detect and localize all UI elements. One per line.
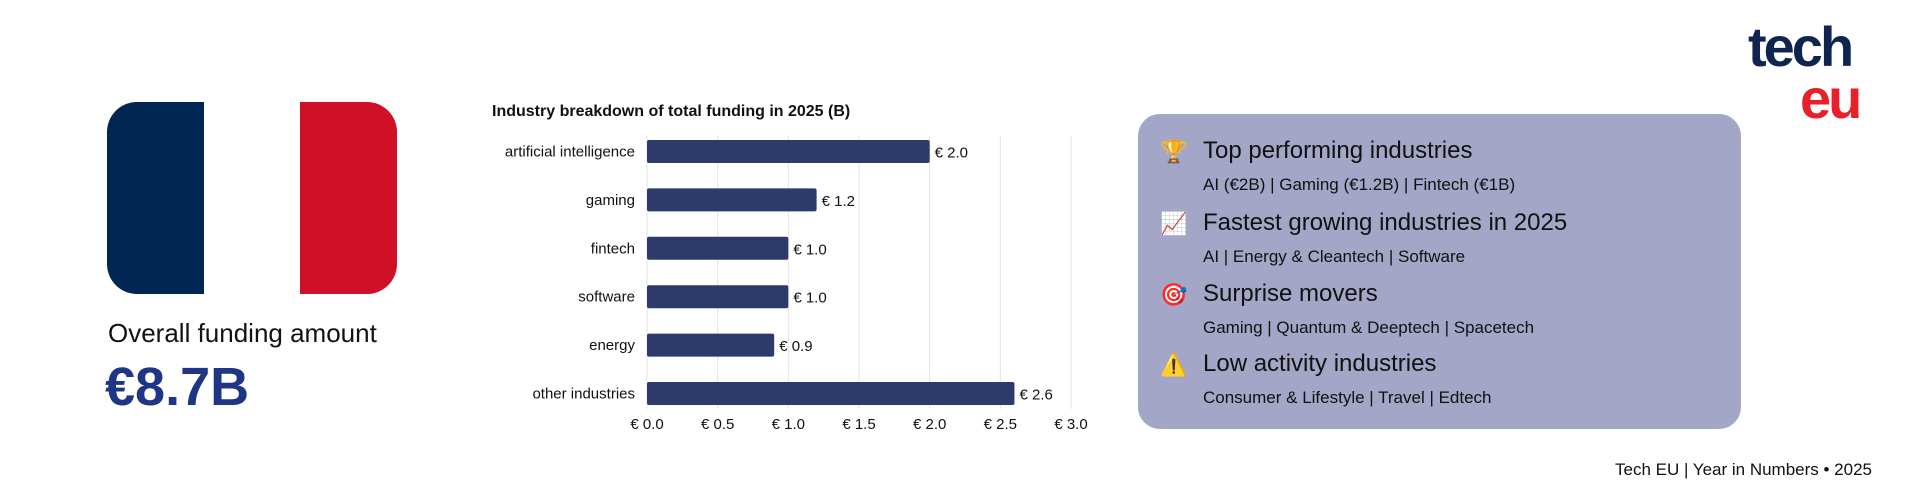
insight-heading: Low activity industries	[1203, 350, 1437, 377]
category-label: artificial intelligence	[505, 144, 635, 161]
x-tick-label: € 1.0	[772, 416, 805, 433]
data-label: € 1.0	[793, 241, 826, 258]
france-flag	[107, 102, 397, 294]
x-tick-label: € 1.5	[842, 416, 875, 433]
overall-funding-label: Overall funding amount	[108, 318, 377, 348]
insight-heading: Surprise movers	[1203, 280, 1378, 307]
category-label: energy	[589, 337, 635, 354]
bar	[647, 140, 930, 163]
x-tick-label: € 0.0	[630, 416, 663, 433]
warning-icon: ⚠️	[1160, 352, 1188, 377]
data-label: € 1.2	[822, 193, 855, 210]
bar	[647, 285, 789, 309]
bar	[647, 236, 789, 260]
logo-tech: tech	[1748, 15, 1854, 78]
footer-caption: Tech EU | Year in Numbers • 2025	[1614, 460, 1872, 479]
chart-title: Industry breakdown of total funding in 2…	[492, 103, 851, 120]
insights-panel: 🏆 Top performing industries AI (€2B) | G…	[1138, 114, 1741, 429]
category-label: gaming	[586, 192, 635, 209]
bar	[647, 188, 817, 212]
flag-white-stripe	[203, 102, 301, 294]
flag-red-stripe	[300, 102, 397, 294]
bar	[647, 382, 1015, 405]
data-label: € 2.0	[935, 145, 968, 162]
target-icon: 🎯	[1160, 282, 1188, 307]
data-label: € 2.6	[1019, 387, 1052, 404]
x-tick-label: € 3.0	[1054, 416, 1087, 433]
insight-heading: Fastest growing industries in 2025	[1203, 209, 1568, 236]
tech-eu-logo: tech eu	[1748, 14, 1888, 130]
data-label: € 1.0	[793, 290, 826, 307]
data-label: € 0.9	[779, 338, 812, 355]
x-tick-label: € 2.5	[984, 416, 1017, 433]
category-label: fintech	[591, 240, 635, 257]
insight-heading: Top performing industries	[1203, 137, 1473, 164]
insight-items: AI (€2B) | Gaming (€1.2B) | Fintech (€1B…	[1203, 175, 1516, 194]
x-tick-label: € 2.0	[913, 416, 946, 433]
insight-items: AI | Energy & Cleantech | Software	[1203, 247, 1466, 266]
x-tick-label: € 0.5	[701, 416, 734, 433]
category-label: software	[578, 289, 635, 306]
trophy-icon: 🏆	[1160, 139, 1188, 164]
insight-items: Gaming | Quantum & Deeptech | Spacetech	[1203, 318, 1535, 337]
logo-eu: eu	[1800, 67, 1862, 130]
chart-increasing-icon: 📈	[1160, 211, 1188, 236]
bar	[647, 333, 775, 357]
flag-blue-stripe	[107, 102, 204, 294]
insight-items: Consumer & Lifestyle | Travel | Edtech	[1203, 388, 1492, 407]
overall-funding-value: €8.7B	[105, 357, 250, 417]
category-label: other industries	[532, 386, 635, 403]
